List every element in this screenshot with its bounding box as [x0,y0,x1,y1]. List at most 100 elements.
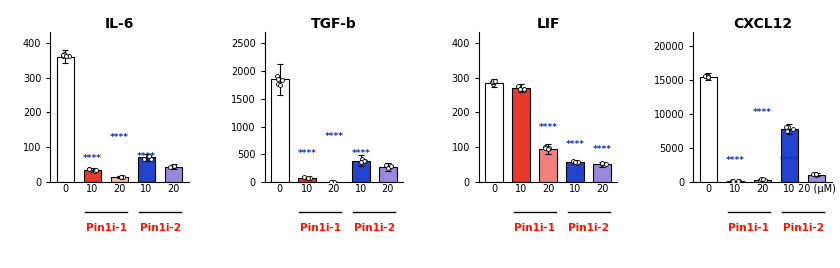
Text: ****: **** [726,156,745,165]
Bar [808,175,826,182]
Point [732,179,745,183]
Point [566,159,580,163]
Point [543,146,556,150]
Point [301,176,314,180]
Text: Pin1i-1: Pin1i-1 [86,223,127,233]
Point [57,51,71,56]
Point [809,172,822,176]
Bar [111,177,129,182]
Text: ****: **** [297,149,317,158]
Point [806,172,819,177]
Point [780,129,794,133]
Point [725,179,738,183]
Point [117,175,130,179]
Point [114,174,128,179]
Point [88,168,102,173]
Point [596,161,609,165]
Point [379,163,392,167]
Point [273,83,286,87]
Point [328,180,341,184]
Text: Pin1i-2: Pin1i-2 [139,223,181,233]
Point [144,157,157,161]
Point [759,177,772,182]
Point [385,164,398,168]
Point [538,146,552,150]
Point [56,53,70,57]
Point [570,161,584,165]
Point [780,125,793,129]
Point [270,82,284,87]
Point [90,168,103,172]
Point [754,177,768,181]
Point [270,74,283,78]
Point [486,81,500,86]
Bar [84,170,102,182]
Point [700,74,713,78]
Point [384,164,397,169]
Point [486,79,499,84]
Text: ****: **** [538,123,558,132]
Point [517,88,531,92]
Point [297,175,311,180]
Point [542,147,555,151]
Point [167,163,181,168]
Point [81,167,95,172]
Text: ****: **** [83,154,102,163]
Point [487,80,501,84]
Text: ****: **** [780,156,799,165]
Point [168,163,181,168]
Point [381,166,395,170]
Point [137,157,150,161]
Text: ****: **** [565,140,585,149]
Point [82,167,96,171]
Point [324,180,338,184]
Point [701,75,715,79]
Point [486,79,500,83]
Point [56,54,70,58]
Point [596,162,609,166]
Bar [298,178,316,182]
Bar [486,83,503,182]
Bar [138,157,155,182]
Bar [727,181,744,182]
Text: Pin1i-1: Pin1i-1 [514,223,555,233]
Point [60,54,73,58]
Point [114,175,128,179]
Point [538,145,552,149]
Point [809,172,822,176]
Point [597,163,611,167]
Point [781,125,795,129]
Text: ****: **** [593,145,612,154]
Point [513,87,527,91]
Point [302,176,316,180]
Bar [780,129,798,182]
Title: LIF: LIF [537,17,560,31]
Point [355,157,369,162]
Point [326,180,339,184]
Point [698,74,711,78]
Point [141,154,155,158]
Point [572,159,585,164]
Point [354,160,368,164]
Point [753,177,767,182]
Bar [379,167,396,182]
Point [512,84,525,88]
Title: IL-6: IL-6 [105,17,134,31]
Point [701,74,715,78]
Text: Pin1i-2: Pin1i-2 [783,223,823,233]
Bar [271,79,289,182]
Point [731,179,744,183]
Point [62,54,76,58]
Text: ****: **** [753,109,772,117]
Text: Pin1i-1: Pin1i-1 [728,223,769,233]
Bar [352,161,370,182]
Point [167,164,181,168]
Point [726,179,739,184]
Point [517,87,531,91]
Point [114,175,128,179]
Point [810,172,823,177]
Point [358,159,371,163]
Point [163,164,176,169]
Bar [566,162,584,182]
Point [271,77,285,81]
